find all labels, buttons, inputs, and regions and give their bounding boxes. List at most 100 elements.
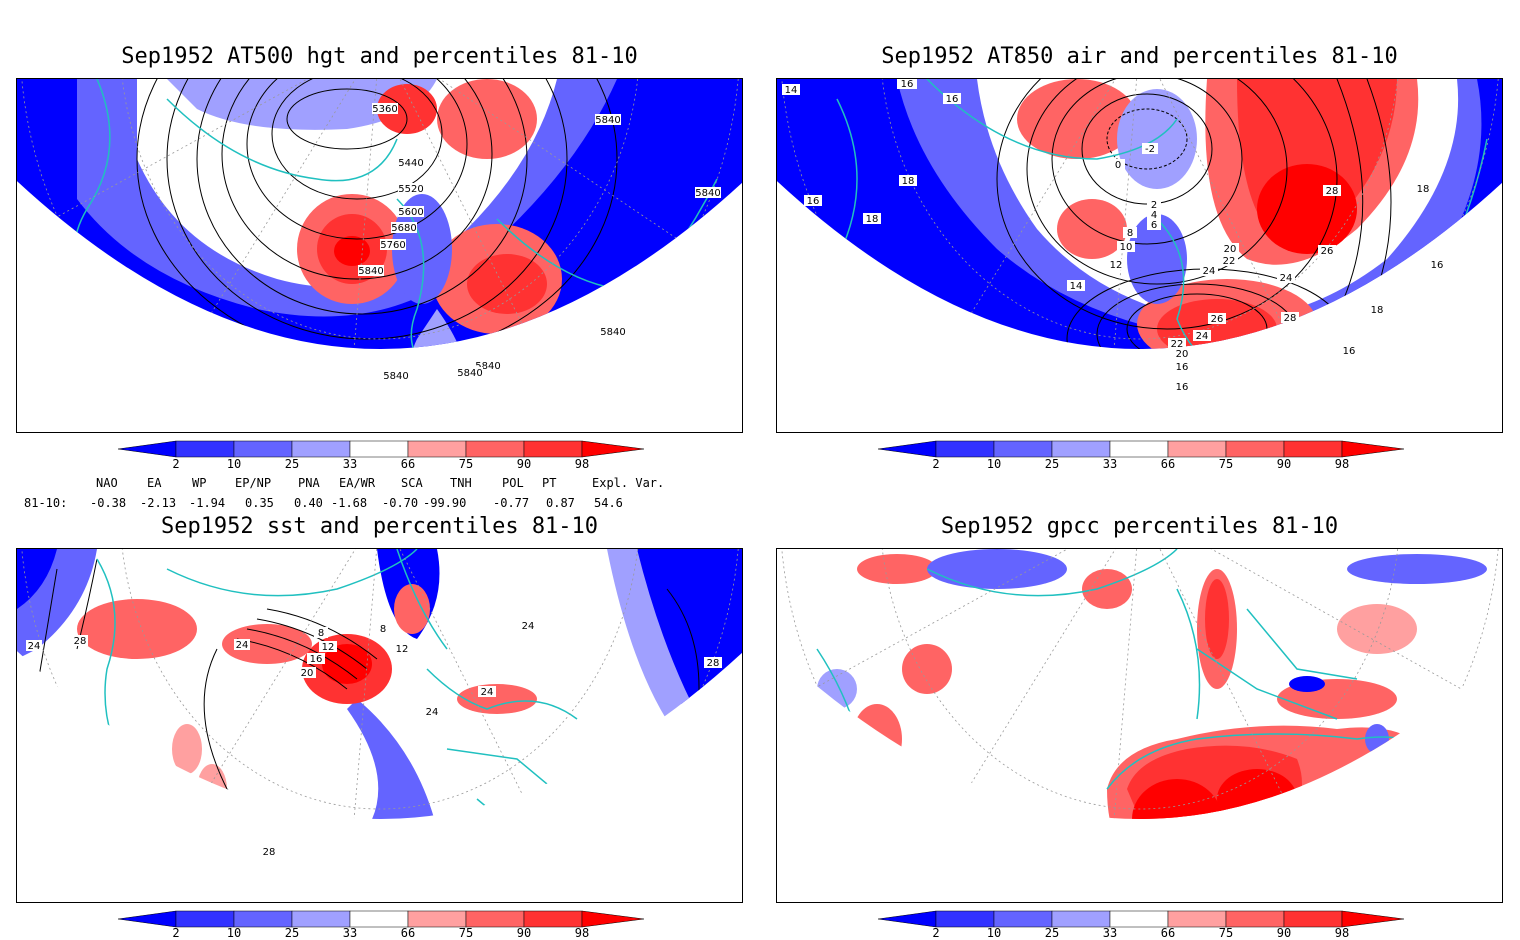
svg-text:18: 18: [1371, 305, 1384, 316]
colorbar-swatch: [175, 910, 235, 928]
contour-label: 5840: [358, 266, 383, 277]
index-table: NAO EA WP EP/NP PNA EA/WR SCA TNH POL PT…: [0, 476, 700, 510]
colorbar-tick-label: 33: [342, 457, 358, 471]
svg-text:28: 28: [1284, 313, 1297, 324]
svg-text:22: 22: [1171, 339, 1184, 350]
contour-labels-sst: 24 28 24 20 16 12 8 8 12 24 24 24 28 28: [26, 620, 722, 858]
svg-text:24: 24: [481, 687, 494, 698]
colorbar-swatch: [1225, 910, 1285, 928]
colorbar-swatch: [523, 440, 583, 458]
panel-title-sst: Sep1952 sst and percentiles 81-10: [160, 514, 599, 539]
colorbar-swatch: [407, 440, 467, 458]
index-value: 0.40: [294, 496, 323, 510]
svg-text:0: 0: [1115, 160, 1121, 171]
index-header: Expl. Var.: [592, 476, 665, 490]
colorbar-swatch: [1051, 440, 1111, 458]
colorbar-swatches: [118, 910, 644, 928]
svg-text:14: 14: [785, 85, 798, 96]
svg-text:4: 4: [1151, 210, 1157, 221]
colorbar-tick-label: 25: [284, 457, 300, 471]
colorbar-swatches: [878, 440, 1404, 458]
colorbar-top-right: [878, 440, 1404, 458]
colorbar-tick-label: 25: [1044, 926, 1060, 940]
index-header: PNA: [298, 476, 320, 490]
contour-label: 5840: [600, 327, 625, 338]
svg-text:26: 26: [1321, 246, 1334, 257]
svg-text:8: 8: [380, 624, 386, 635]
contour-label: 5840: [383, 371, 408, 382]
map-panel-gpcc: [776, 548, 1503, 903]
colorbar-tick-label: 75: [458, 457, 474, 471]
index-value: -1.94: [189, 496, 226, 510]
panel-title-hgt: Sep1952 AT500 hgt and percentiles 81-10: [121, 44, 638, 69]
svg-text:16: 16: [1176, 362, 1189, 373]
colorbar-labels-bottom-left: 2 10 25 33 66 75 90 98: [118, 926, 644, 940]
svg-text:26: 26: [1211, 314, 1224, 325]
svg-text:24: 24: [28, 641, 41, 652]
colorbar-swatch: [935, 910, 995, 928]
svg-text:16: 16: [946, 94, 959, 105]
svg-text:16: 16: [807, 196, 820, 207]
contour-label: 5440: [398, 158, 423, 169]
colorbar-tick-label: 75: [458, 926, 474, 940]
svg-text:20: 20: [1224, 244, 1237, 255]
index-value: 0.35: [245, 496, 274, 510]
colorbar-tick-label: 2: [932, 926, 940, 940]
index-header: SCA: [401, 476, 423, 490]
colorbar-tick-label: 66: [1160, 926, 1176, 940]
svg-text:12: 12: [1110, 260, 1123, 271]
colorbar-tick-label: 98: [574, 457, 590, 471]
svg-text:24: 24: [1280, 273, 1293, 284]
index-row-label: 81-10:: [24, 496, 68, 510]
index-header: NAO: [96, 476, 118, 490]
svg-text:24: 24: [236, 640, 249, 651]
index-header: EA/WR: [339, 476, 376, 490]
colorbar-swatch: [1167, 440, 1227, 458]
colorbar-swatches: [118, 440, 644, 458]
colorbar-tick-label: 66: [400, 926, 416, 940]
index-value: -0.77: [493, 496, 530, 510]
colorbar-swatch: [291, 910, 351, 928]
svg-text:20: 20: [301, 668, 314, 679]
colorbar-bottom-left: [118, 910, 644, 928]
colorbar-tick-label: 75: [1218, 457, 1234, 471]
colorbar-tick-label: 98: [1334, 926, 1350, 940]
colorbar-swatch: [465, 910, 525, 928]
colorbar-swatch: [878, 910, 937, 928]
colorbar-tick-label: 25: [1044, 457, 1060, 471]
contour-label: 5600: [398, 207, 423, 218]
svg-text:18: 18: [902, 176, 915, 187]
colorbar-tick-label: 2: [932, 457, 940, 471]
svg-text:14: 14: [1070, 281, 1083, 292]
map-panel-air: 16 14 16 18 16 18 0 -2 2 4 6 8 10 12 14 …: [776, 78, 1503, 433]
svg-text:28: 28: [1326, 186, 1339, 197]
colorbar-swatch: [118, 910, 177, 928]
colorbar-swatch: [935, 440, 995, 458]
colorbar-bottom-right: [878, 910, 1404, 928]
contour-label: 5520: [398, 184, 423, 195]
svg-text:18: 18: [1417, 184, 1430, 195]
index-header: EA: [147, 476, 162, 490]
colorbar-tick-label: 33: [1102, 457, 1118, 471]
svg-text:24: 24: [426, 707, 439, 718]
colorbar-swatch: [581, 440, 644, 458]
svg-text:16: 16: [1343, 346, 1356, 357]
colorbar-swatch: [993, 440, 1053, 458]
svg-text:6: 6: [1151, 220, 1157, 231]
panel-title-gpcc: Sep1952 gpcc percentiles 81-10: [940, 514, 1339, 539]
svg-text:2: 2: [1151, 200, 1157, 211]
colorbar-swatch: [1341, 910, 1404, 928]
colorbar-swatch: [1225, 440, 1285, 458]
contour-labels-air: 16 14 16 18 16 18 0 -2 2 4 6 8 10 12 14 …: [782, 79, 1446, 393]
colorbar-tick-label: 25: [284, 926, 300, 940]
colorbar-top-left: [118, 440, 644, 458]
map-sst: 24 28 24 20 16 12 8 8 12 24 24 24 28 28: [17, 549, 742, 858]
colorbar-swatches: [878, 910, 1404, 928]
colorbar-labels-top-right: 2 10 25 33 66 75 90 98: [878, 457, 1404, 471]
index-value: -1.68: [331, 496, 368, 510]
colorbar-swatch: [1283, 910, 1343, 928]
index-header: WP: [192, 476, 207, 490]
svg-text:28: 28: [707, 658, 720, 669]
colorbar-swatch: [581, 910, 644, 928]
colorbar-tick-label: 90: [516, 457, 532, 471]
